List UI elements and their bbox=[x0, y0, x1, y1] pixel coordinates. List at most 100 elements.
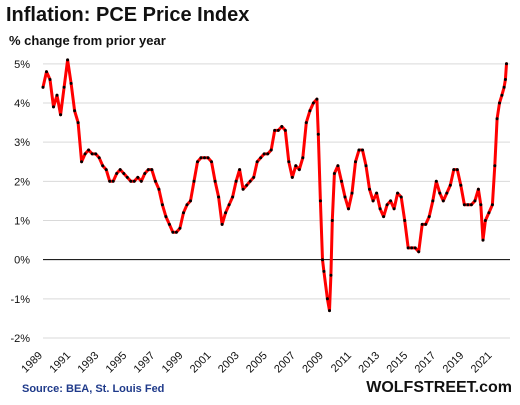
data-point bbox=[269, 148, 273, 152]
data-point bbox=[357, 148, 361, 152]
data-point bbox=[104, 168, 108, 172]
data-point bbox=[498, 101, 501, 105]
watermark: WOLFSTREET.com bbox=[366, 379, 512, 396]
series-line bbox=[41, 58, 508, 313]
y-tick-label: 0% bbox=[14, 255, 30, 267]
data-point bbox=[322, 269, 326, 273]
x-tick-label: 2015 bbox=[384, 350, 410, 376]
data-point bbox=[462, 203, 466, 207]
data-point bbox=[340, 179, 343, 183]
data-point bbox=[143, 172, 147, 175]
data-point bbox=[227, 203, 231, 207]
data-point bbox=[424, 222, 428, 226]
data-point bbox=[420, 222, 424, 226]
data-point bbox=[343, 195, 347, 199]
data-point bbox=[410, 246, 414, 250]
data-point bbox=[52, 105, 55, 109]
y-axis-ticks: -2% -1% 0% 1% 2% 3% 4% 5% bbox=[10, 59, 30, 345]
data-point bbox=[73, 109, 77, 113]
data-point bbox=[287, 160, 291, 164]
data-point bbox=[55, 93, 59, 97]
data-point bbox=[448, 183, 452, 187]
data-point bbox=[283, 128, 287, 132]
data-point bbox=[315, 97, 319, 101]
data-point bbox=[266, 152, 270, 156]
data-point bbox=[392, 207, 396, 211]
chart-title: Inflation: PCE Price Index bbox=[6, 4, 250, 26]
data-point bbox=[325, 297, 329, 301]
data-point bbox=[290, 175, 294, 179]
data-point bbox=[399, 195, 403, 199]
data-point bbox=[174, 230, 178, 234]
data-point bbox=[220, 222, 224, 226]
data-point bbox=[336, 164, 340, 168]
data-point bbox=[59, 113, 63, 117]
data-point bbox=[252, 175, 256, 179]
data-point bbox=[502, 85, 506, 89]
data-point bbox=[311, 101, 315, 105]
data-point bbox=[445, 191, 449, 195]
data-point bbox=[192, 179, 196, 183]
data-point bbox=[217, 195, 221, 199]
data-point bbox=[189, 199, 192, 203]
data-point bbox=[350, 191, 354, 195]
data-point bbox=[297, 168, 301, 172]
data-point bbox=[466, 203, 470, 207]
data-point bbox=[276, 128, 280, 132]
data-point bbox=[90, 152, 94, 156]
data-point bbox=[262, 152, 266, 156]
data-point bbox=[332, 172, 336, 175]
data-point bbox=[316, 132, 320, 136]
data-point bbox=[80, 160, 84, 164]
data-point bbox=[481, 238, 485, 242]
y-tick-label: -1% bbox=[10, 294, 30, 306]
x-tick-label: 2011 bbox=[329, 350, 354, 375]
data-point bbox=[153, 179, 157, 183]
data-point bbox=[308, 109, 312, 113]
data-point bbox=[62, 85, 66, 89]
data-point bbox=[157, 187, 161, 191]
data-point bbox=[41, 85, 45, 89]
data-point bbox=[347, 207, 350, 211]
data-point bbox=[118, 168, 122, 172]
data-point bbox=[97, 156, 101, 160]
data-point bbox=[495, 117, 499, 121]
data-point bbox=[361, 148, 364, 152]
data-point bbox=[329, 273, 333, 277]
data-point bbox=[182, 211, 185, 215]
data-point bbox=[375, 191, 379, 195]
data-point bbox=[167, 222, 171, 226]
data-point bbox=[385, 203, 389, 207]
data-point bbox=[505, 62, 508, 66]
x-tick-label: 1995 bbox=[104, 350, 130, 376]
data-point bbox=[196, 160, 199, 164]
data-point bbox=[434, 179, 438, 183]
data-point bbox=[101, 164, 105, 168]
x-tick-label: 2009 bbox=[300, 350, 326, 376]
data-point bbox=[83, 152, 87, 156]
y-tick-label: -2% bbox=[10, 333, 30, 345]
data-point bbox=[503, 78, 507, 81]
data-point bbox=[69, 81, 73, 85]
data-point bbox=[115, 172, 119, 175]
data-point bbox=[231, 195, 235, 199]
data-point bbox=[203, 156, 206, 160]
data-point bbox=[473, 199, 477, 203]
data-point bbox=[150, 168, 154, 172]
x-tick-label: 1997 bbox=[132, 350, 158, 376]
data-point bbox=[108, 179, 112, 183]
data-point bbox=[321, 258, 324, 262]
data-point bbox=[248, 179, 252, 183]
data-point bbox=[206, 156, 210, 160]
grid-lines bbox=[43, 63, 510, 339]
data-point bbox=[234, 179, 238, 183]
data-point bbox=[441, 199, 445, 203]
x-tick-label: 2019 bbox=[441, 350, 467, 376]
data-point bbox=[132, 179, 136, 183]
x-tick-label: 2007 bbox=[272, 350, 298, 376]
x-tick-label: 1991 bbox=[47, 350, 73, 376]
data-point bbox=[364, 164, 368, 168]
x-tick-label: 2001 bbox=[188, 350, 214, 376]
data-point bbox=[431, 199, 435, 203]
